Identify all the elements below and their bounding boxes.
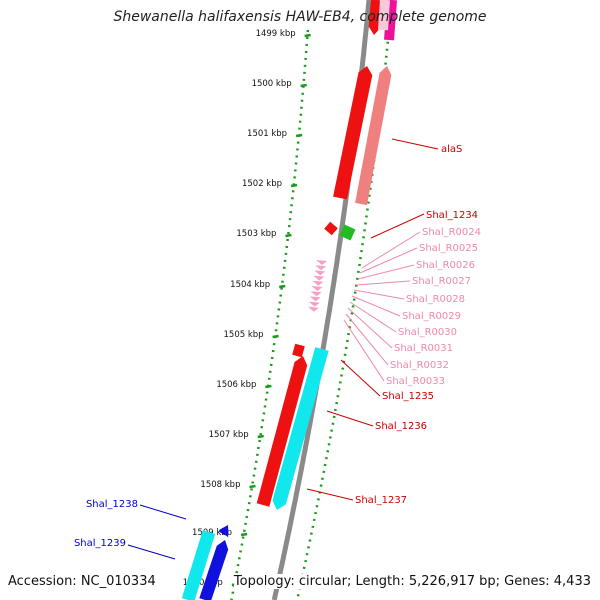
scale-tick bbox=[257, 434, 264, 439]
accession-label: Accession: NC_010334 bbox=[8, 574, 156, 589]
gene-label: Shal_1239 bbox=[74, 538, 126, 549]
gene-feature-cyan bbox=[181, 530, 216, 600]
gene-label: Shal_1238 bbox=[86, 499, 138, 510]
gene-label: Shal_R0028 bbox=[406, 294, 465, 305]
gene-feature-trna bbox=[316, 260, 327, 265]
scale-tick-label: 1501 kbp bbox=[247, 129, 287, 139]
gene-feature-trna bbox=[308, 301, 320, 307]
gene-feature-trna bbox=[310, 291, 322, 297]
gene-label: Shal_R0025 bbox=[419, 243, 478, 254]
gene-feature-cds bbox=[324, 221, 338, 236]
scale-tick-label: 1507 kbp bbox=[209, 430, 249, 440]
gene-feature-trna bbox=[314, 270, 326, 276]
gene-label-leader bbox=[347, 307, 393, 349]
gene-label: Shal_R0031 bbox=[394, 343, 453, 354]
gene-label: Shal_R0029 bbox=[402, 311, 461, 322]
gene-feature-rrna bbox=[355, 66, 392, 206]
gene-feature-pink bbox=[378, 0, 390, 31]
scale-tick-label: 1505 kbp bbox=[224, 330, 264, 340]
gene-label-leader bbox=[349, 301, 397, 333]
gene-label: Shal_1234 bbox=[426, 210, 478, 221]
scale-tick-label: 1508 kbp bbox=[200, 480, 240, 490]
gene-feature-trna bbox=[312, 280, 324, 286]
scale-tick-label: 1499 kbp bbox=[256, 29, 296, 39]
gene-feature-cyan bbox=[272, 347, 329, 510]
outer-track bbox=[295, 0, 394, 600]
gene-label-leader bbox=[359, 247, 418, 274]
scale-tick-label: 1504 kbp bbox=[230, 280, 270, 290]
gene-label-leader bbox=[391, 138, 439, 150]
genome-summary-label: Topology: circular; Length: 5,226,917 bp… bbox=[233, 574, 591, 589]
gene-feature-trna bbox=[307, 306, 319, 312]
gene-label: Shal_R0024 bbox=[422, 227, 481, 238]
gene-feature-cds bbox=[256, 356, 308, 507]
scale-tick bbox=[285, 233, 292, 238]
scale-tick bbox=[265, 384, 272, 389]
gene-label: Shal_R0026 bbox=[416, 260, 475, 271]
gene-label-leader bbox=[353, 289, 405, 300]
scale-tick bbox=[290, 183, 298, 188]
gene-label: Shal_R0027 bbox=[412, 276, 471, 287]
gene-label-leader bbox=[139, 504, 187, 520]
gene-label: Shal_1236 bbox=[375, 421, 427, 432]
scale-tick bbox=[304, 33, 311, 38]
gene-feature-cds bbox=[333, 66, 373, 200]
gene-label-leader bbox=[357, 264, 415, 280]
gene-label: Shal_1235 bbox=[382, 391, 434, 402]
gene-label-leader bbox=[343, 319, 385, 382]
gene-label: alaS bbox=[441, 144, 462, 155]
scale-tick-label: 1506 kbp bbox=[216, 380, 256, 390]
scale-tick-label: 1503 kbp bbox=[236, 229, 276, 239]
gene-feature-blue bbox=[218, 525, 229, 537]
gene-label-leader bbox=[306, 488, 354, 501]
gene-label: Shal_R0032 bbox=[390, 360, 449, 371]
scale-tick bbox=[240, 532, 248, 537]
gene-feature-trna bbox=[313, 275, 325, 281]
scale-tick-label: 1502 kbp bbox=[242, 179, 282, 189]
map-title: Shewanella halifaxensis HAW-EB4, complet… bbox=[113, 9, 487, 25]
gene-label-leader bbox=[127, 544, 176, 560]
gene-label: Shal_R0033 bbox=[386, 376, 445, 387]
scale-tick bbox=[249, 484, 256, 489]
gene-label-leader bbox=[351, 295, 401, 317]
gene-label-leader bbox=[345, 313, 389, 366]
gene-label-leader bbox=[340, 359, 381, 397]
gene-feature-trna bbox=[315, 265, 327, 271]
scale-tick-label: 1510 kbp bbox=[183, 578, 223, 588]
scale-track bbox=[230, 29, 310, 600]
gene-label: Shal_1237 bbox=[355, 495, 407, 506]
scale-tick bbox=[279, 284, 286, 289]
gene-label-leader bbox=[355, 280, 411, 286]
gene-label-leader bbox=[326, 410, 374, 427]
gene-label-leader bbox=[361, 231, 421, 269]
scale-tick bbox=[300, 83, 307, 88]
gene-feature-trna bbox=[311, 286, 323, 291]
gene-label: Shal_R0030 bbox=[398, 327, 457, 338]
scale-tick bbox=[272, 334, 279, 339]
gene-label-leader bbox=[370, 213, 425, 239]
gene-feature-cds bbox=[292, 343, 305, 358]
scale-tick-label: 1500 kbp bbox=[252, 79, 292, 89]
gene-feature-misc bbox=[339, 224, 356, 241]
scale-tick bbox=[295, 133, 303, 138]
gene-feature-blue bbox=[199, 540, 229, 600]
gene-feature-trna bbox=[309, 296, 321, 302]
